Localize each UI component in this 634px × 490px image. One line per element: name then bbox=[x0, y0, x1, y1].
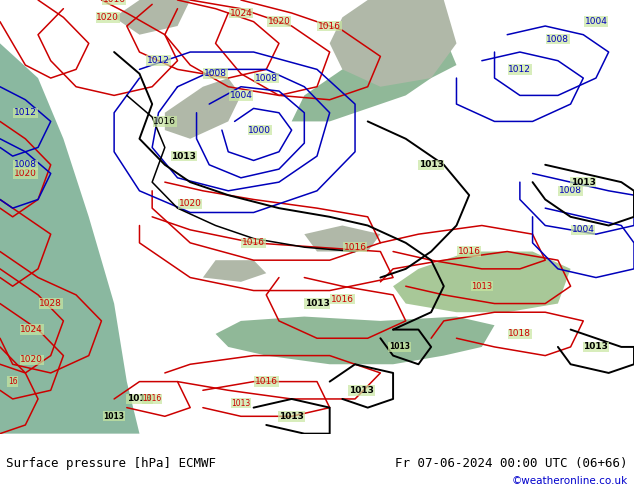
Text: Surface pressure [hPa] ECMWF: Surface pressure [hPa] ECMWF bbox=[6, 457, 216, 469]
Text: Fr 07-06-2024 00:00 UTC (06+66): Fr 07-06-2024 00:00 UTC (06+66) bbox=[395, 457, 628, 469]
Text: 1024: 1024 bbox=[230, 8, 252, 18]
Text: 1013: 1013 bbox=[171, 151, 197, 161]
Text: 1004: 1004 bbox=[572, 225, 595, 234]
Text: 1018: 1018 bbox=[508, 329, 531, 339]
Text: 1004: 1004 bbox=[585, 17, 607, 26]
Polygon shape bbox=[114, 0, 190, 35]
Polygon shape bbox=[330, 0, 456, 87]
Text: 1020: 1020 bbox=[96, 13, 119, 22]
Polygon shape bbox=[469, 277, 545, 304]
Text: 1013: 1013 bbox=[418, 160, 444, 169]
Text: 1020: 1020 bbox=[14, 169, 37, 178]
Text: 1008: 1008 bbox=[14, 160, 37, 169]
Text: 1020: 1020 bbox=[179, 199, 202, 208]
Text: 1008: 1008 bbox=[547, 34, 569, 44]
Text: 1016: 1016 bbox=[143, 394, 162, 403]
Text: 1016: 1016 bbox=[344, 243, 366, 252]
Text: 1012: 1012 bbox=[508, 65, 531, 74]
Polygon shape bbox=[393, 251, 571, 312]
Text: 1013: 1013 bbox=[103, 412, 125, 421]
Text: 1013: 1013 bbox=[389, 343, 410, 351]
Polygon shape bbox=[165, 78, 241, 139]
Text: 1016: 1016 bbox=[153, 117, 176, 126]
Text: 1004: 1004 bbox=[230, 91, 252, 100]
Polygon shape bbox=[0, 44, 139, 434]
Text: 1013: 1013 bbox=[304, 299, 330, 308]
Text: 1008: 1008 bbox=[255, 74, 278, 82]
Text: 1000: 1000 bbox=[249, 125, 271, 135]
Text: 1016: 1016 bbox=[458, 247, 481, 256]
Polygon shape bbox=[203, 260, 266, 282]
Polygon shape bbox=[292, 35, 456, 122]
Text: 1020: 1020 bbox=[268, 17, 290, 26]
Polygon shape bbox=[216, 317, 495, 364]
Text: 1008: 1008 bbox=[559, 186, 582, 196]
Text: 1016: 1016 bbox=[331, 294, 354, 304]
Text: ©weatheronline.co.uk: ©weatheronline.co.uk bbox=[512, 476, 628, 486]
Text: 1013: 1013 bbox=[471, 282, 493, 291]
Text: 1028: 1028 bbox=[39, 299, 62, 308]
Text: 1013: 1013 bbox=[349, 386, 374, 395]
Text: 1013: 1013 bbox=[127, 394, 152, 403]
Text: 16: 16 bbox=[8, 377, 18, 386]
Text: 1013: 1013 bbox=[279, 412, 304, 421]
Text: 1008: 1008 bbox=[204, 69, 227, 78]
Text: 1016: 1016 bbox=[242, 238, 265, 247]
Text: 1012: 1012 bbox=[147, 56, 170, 65]
Text: 1013: 1013 bbox=[583, 343, 609, 351]
Text: 1016: 1016 bbox=[318, 22, 341, 30]
Text: 1016: 1016 bbox=[103, 0, 126, 4]
Polygon shape bbox=[304, 225, 380, 251]
Text: 1013: 1013 bbox=[571, 178, 596, 187]
Text: 1013: 1013 bbox=[231, 399, 250, 408]
Text: 1024: 1024 bbox=[20, 325, 43, 334]
Text: 1020: 1020 bbox=[20, 355, 43, 365]
Text: 1012: 1012 bbox=[14, 108, 37, 117]
Text: 1016: 1016 bbox=[255, 377, 278, 386]
